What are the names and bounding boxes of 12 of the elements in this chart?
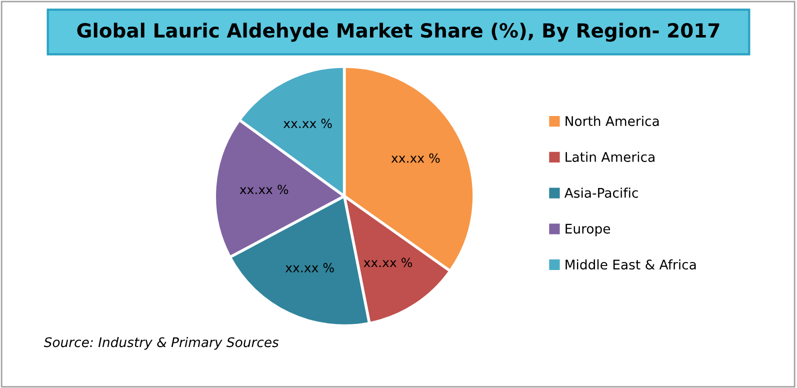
chart-title: Global Lauric Aldehyde Market Share (%), By Region- 2017 bbox=[77, 22, 720, 42]
data-label: xx.xx % bbox=[364, 258, 412, 268]
data-label: xx.xx % bbox=[240, 184, 288, 194]
data-label: xx.xx % bbox=[391, 153, 440, 163]
data-label: xx.xx % bbox=[286, 262, 334, 272]
legend-label: Asia-Pacific bbox=[564, 188, 638, 198]
legend-label: Europe bbox=[566, 224, 610, 236]
source-note: Source: Industry & Primary Sources bbox=[44, 336, 279, 350]
legend-label: Latin America bbox=[566, 152, 654, 162]
legend-label: North America bbox=[566, 116, 659, 126]
legend-label: Middle East & Africa bbox=[566, 259, 696, 270]
data-label: xx.xx % bbox=[283, 118, 332, 128]
